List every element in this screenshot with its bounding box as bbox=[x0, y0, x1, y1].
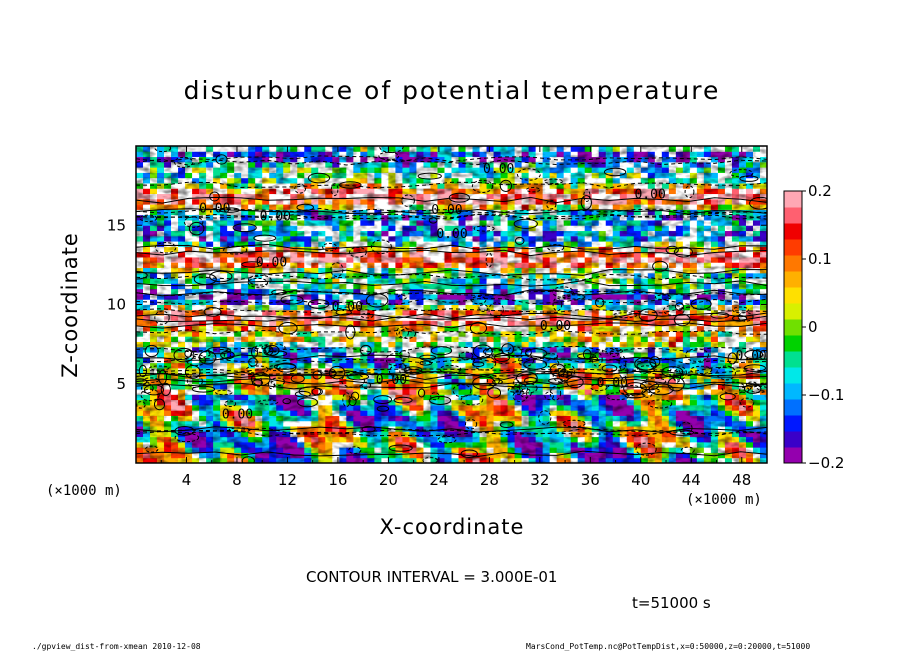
chart-title: disturbunce of potential temperature bbox=[183, 76, 721, 105]
heatmap-area: 0.000.000.000.00 0.000.000.000.000.000.00… bbox=[136, 146, 767, 463]
